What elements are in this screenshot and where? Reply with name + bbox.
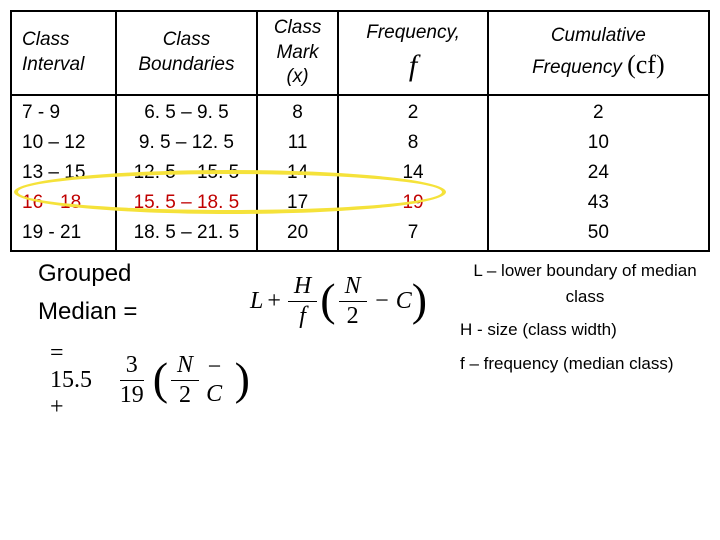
th-cf-bot-a: Frequency [532,57,627,78]
table-row: 19 - 2118. 5 – 21. 520750 [11,218,709,251]
table-row: 7 - 96. 5 – 9. 5822 [11,95,709,128]
f1-minusC: − C [374,288,412,315]
table-cell: 2 [488,95,709,128]
table-cell: 2 [338,95,487,128]
f2-frac1: 3 19 [114,351,150,410]
mid-column: L + H f ( N 2 − C ) [250,258,460,421]
legend-f: f – frequency (median class) [460,351,710,377]
f2-N: N [171,351,199,381]
table-cell: 18. 5 – 21. 5 [116,218,257,251]
table-cell: 7 - 9 [11,95,116,128]
f-symbol: f [409,49,417,82]
f2-minusC: − C [206,354,235,408]
legend-H: H - size (class width) [460,317,710,343]
table-cell: 8 [338,128,487,158]
table-cell: 19 [338,188,487,218]
table-cell: 11 [257,128,339,158]
f2-frac2: N 2 [171,351,199,410]
th-mark-bot: (x) [286,66,308,87]
table-cell: 10 [488,128,709,158]
table-cell: 12. 5 – 15. 5 [116,158,257,188]
th-cf-top: Cumulative [551,25,646,46]
table-cell: 17 [257,188,339,218]
table-cell: 10 – 12 [11,128,116,158]
legend-column: L – lower boundary of median class H - s… [460,258,710,421]
table-cell: 7 [338,218,487,251]
formula-2: = 15.5 + 3 19 ( N 2 − C ) [50,340,250,421]
f1-paren-r: ) [412,282,427,319]
table-cell: 15. 5 – 18. 5 [116,188,257,218]
f1-N: N [339,272,367,302]
f2-den19: 19 [114,381,150,410]
f2-eq: = 15.5 + [50,340,111,421]
th-mark-top: Class Mark [274,17,322,63]
formula-1: L + H f ( N 2 − C ) [250,272,460,331]
frequency-table: Class Interval Class Boundaries Class Ma… [10,10,710,252]
th-freq: Frequency, f [338,11,487,95]
f1-L: L [250,288,263,315]
f2-num3: 3 [120,351,144,381]
table-row: 16 - 1815. 5 – 18. 5171943 [11,188,709,218]
table-cell: 19 - 21 [11,218,116,251]
f1-two: 2 [341,302,365,331]
table-cell: 24 [488,158,709,188]
table-row: 13 – 1512. 5 – 15. 5141424 [11,158,709,188]
f1-f: f [293,302,312,331]
table-cell: 14 [338,158,487,188]
f1-H: H [288,272,317,302]
table-cell: 9. 5 – 12. 5 [116,128,257,158]
f1-frac1: H f [288,272,317,331]
f2-paren-l: ( [153,361,168,398]
table-cell: 14 [257,158,339,188]
left-column: Grouped Median = = 15.5 + 3 19 ( N 2 − C… [10,258,250,421]
th-boundaries: Class Boundaries [116,11,257,95]
table-cell: 20 [257,218,339,251]
th-freq-top: Frequency, [366,22,460,43]
f1-paren-l: ( [320,282,335,319]
legend-L: L – lower boundary of median class [460,258,710,309]
f2-paren-r: ) [235,361,250,398]
th-interval: Class Interval [11,11,116,95]
table-cell: 50 [488,218,709,251]
table-cell: 6. 5 – 9. 5 [116,95,257,128]
table-cell: 13 – 15 [11,158,116,188]
f1-frac2: N 2 [339,272,367,331]
table-cell: 16 - 18 [11,188,116,218]
table-row: 10 – 129. 5 – 12. 511810 [11,128,709,158]
median-label: Median = [38,298,250,326]
table-cell: 43 [488,188,709,218]
table-cell: 8 [257,95,339,128]
table-body: 7 - 96. 5 – 9. 582210 – 129. 5 – 12. 511… [11,95,709,251]
below-section: Grouped Median = = 15.5 + 3 19 ( N 2 − C… [10,258,710,421]
grouped-label: Grouped [38,260,250,288]
cf-symbol: (cf) [627,50,665,79]
th-cf: Cumulative Frequency (cf) [488,11,709,95]
th-mark: Class Mark (x) [257,11,339,95]
f1-plus: + [267,288,281,315]
f2-two: 2 [173,381,197,410]
